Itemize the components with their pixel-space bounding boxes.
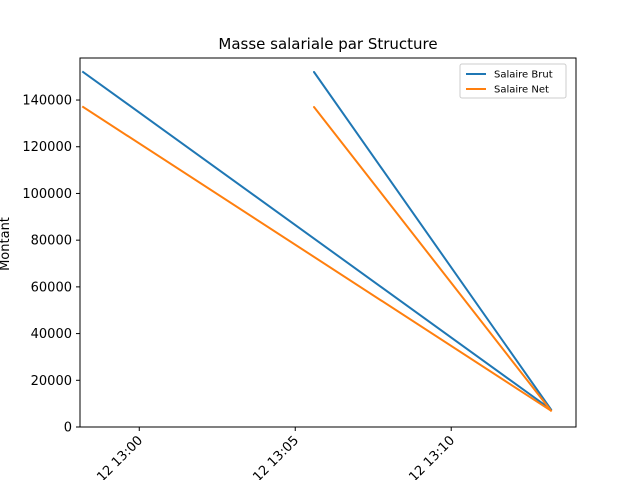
x-tick-label: 12 13:00 <box>94 433 146 480</box>
series-line-2 <box>81 105 553 413</box>
plot-area: 0 20000 40000 60000 80000 100000 120000 140000 1… <box>22 57 577 480</box>
y-tick-label: 0 <box>64 421 72 436</box>
legend-label: Salaire Brut <box>494 70 553 81</box>
x-tick-label: 12 13:10 <box>406 433 458 480</box>
y-tick-label: 100000 <box>22 187 72 202</box>
plot-frame <box>79 57 577 428</box>
legend: Salaire Brut Salaire Net <box>459 63 567 99</box>
x-tick-label: 12 13:05 <box>250 433 302 480</box>
legend-label: Salaire Net <box>494 85 549 96</box>
y-tick-label: 80000 <box>31 234 72 249</box>
chart-title: Masse salariale par Structure <box>218 35 437 53</box>
y-tick-label: 60000 <box>31 280 72 295</box>
y-tick-label: 140000 <box>22 94 72 109</box>
y-axis-label: Montant <box>0 217 13 271</box>
series-line-1 <box>81 70 553 411</box>
legend-box <box>459 63 567 99</box>
y-tick-label: 20000 <box>31 374 72 389</box>
y-tick-label: 40000 <box>31 327 72 342</box>
y-tick-label: 120000 <box>22 140 72 155</box>
